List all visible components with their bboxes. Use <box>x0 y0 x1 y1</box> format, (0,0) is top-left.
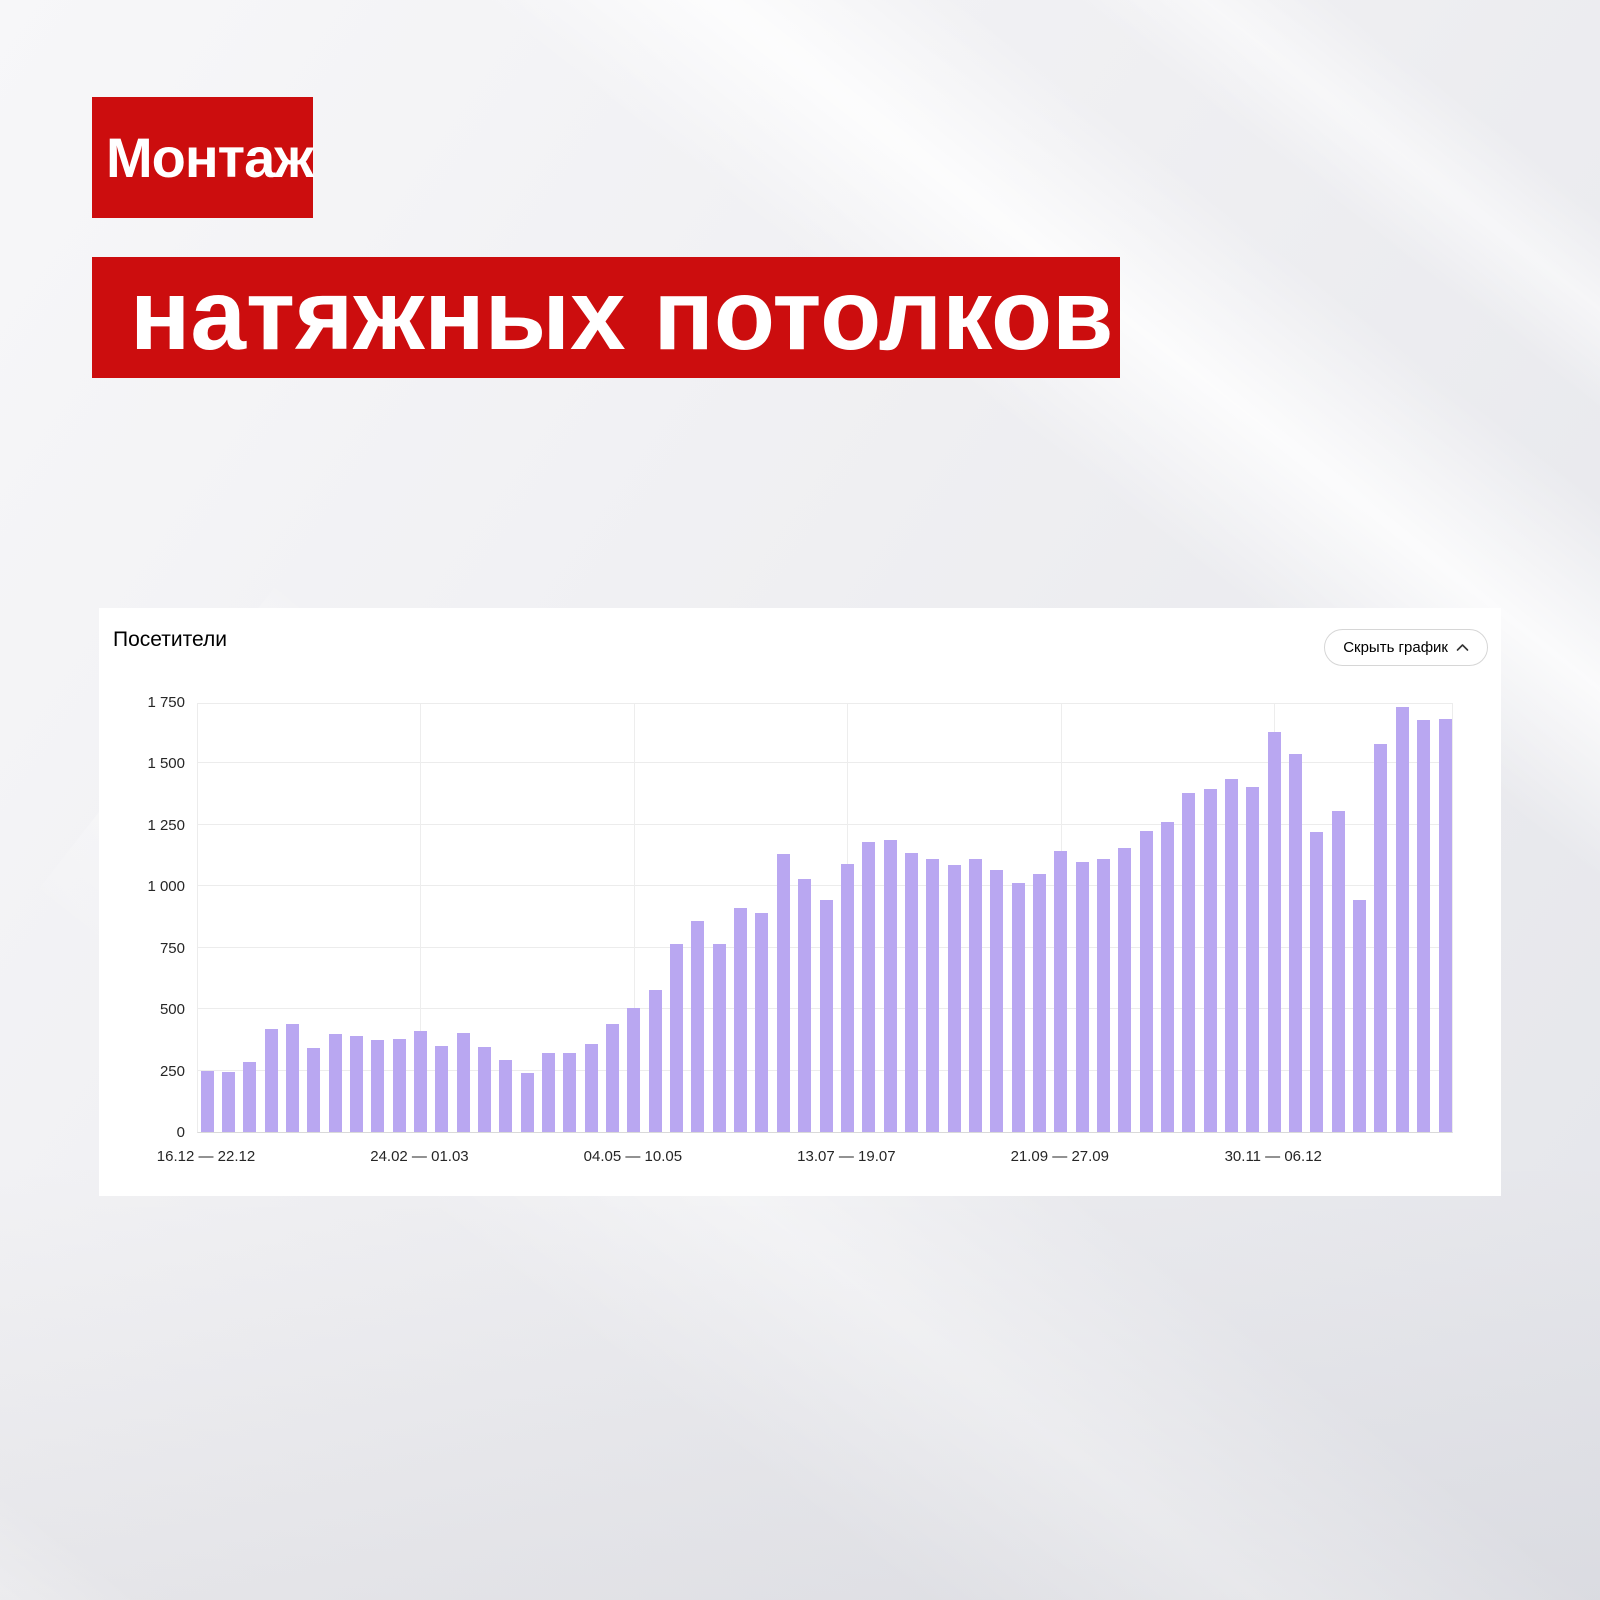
bar[interactable] <box>392 1038 406 1132</box>
y-tick-label: 1 000 <box>147 878 185 896</box>
bar[interactable] <box>1246 786 1260 1132</box>
plot-area <box>197 703 1453 1133</box>
gridline-horizontal <box>198 762 1452 764</box>
y-tick-label: 250 <box>159 1062 185 1080</box>
bar[interactable] <box>968 859 982 1132</box>
bar[interactable] <box>285 1023 299 1132</box>
headline-line2: натяжных потолков <box>92 257 1120 378</box>
bar[interactable] <box>627 1007 641 1132</box>
gridline-vertical <box>633 704 635 1132</box>
bar[interactable] <box>1225 779 1239 1132</box>
bar[interactable] <box>1331 811 1345 1132</box>
hide-chart-button[interactable]: Скрыть график <box>1324 629 1488 666</box>
bar[interactable] <box>563 1053 577 1132</box>
y-tick-label: 1 750 <box>147 694 185 711</box>
bar[interactable] <box>371 1039 385 1132</box>
bar[interactable] <box>1395 706 1409 1132</box>
bar[interactable] <box>435 1046 449 1132</box>
gridline-horizontal <box>198 885 1452 887</box>
bar[interactable] <box>606 1023 620 1132</box>
y-tick-label: 1 500 <box>147 755 185 773</box>
bar[interactable] <box>819 899 833 1132</box>
bar[interactable] <box>1182 792 1196 1132</box>
y-tick-label: 750 <box>159 939 185 957</box>
visitors-bar-chart: 0 250 500 750 1 000 1 250 1 500 1 750 16.12 — 2… <box>99 608 1501 1196</box>
bar[interactable] <box>1417 720 1431 1132</box>
bar[interactable] <box>499 1059 513 1132</box>
bar[interactable] <box>1289 753 1303 1132</box>
bar[interactable] <box>1353 899 1367 1132</box>
headline-line1-text: Монтаж <box>106 126 314 189</box>
x-tick-label: 16.12 — 22.12 <box>156 1148 256 1165</box>
bar[interactable] <box>456 1032 470 1132</box>
gridline-vertical <box>420 704 422 1132</box>
bar[interactable] <box>1032 874 1046 1132</box>
y-tick-label: 1 250 <box>147 816 185 834</box>
bar[interactable] <box>520 1073 534 1132</box>
bar[interactable] <box>947 865 961 1132</box>
bar[interactable] <box>307 1048 321 1132</box>
bar[interactable] <box>264 1028 278 1132</box>
chevron-up-icon <box>1456 644 1469 651</box>
x-tick-label: 30.11 — 06.12 <box>1224 1148 1322 1165</box>
bar[interactable] <box>1054 850 1068 1132</box>
y-axis: 0 250 500 750 1 000 1 250 1 500 1 750 <box>99 694 185 1141</box>
bar[interactable] <box>1096 859 1110 1132</box>
bar[interactable] <box>1374 743 1388 1132</box>
bar[interactable] <box>349 1036 363 1132</box>
bar[interactable] <box>328 1033 342 1132</box>
y-tick-label: 0 <box>176 1124 185 1141</box>
headline-line2-text: натяжных потолков <box>130 259 1114 371</box>
x-tick-label: 04.05 — 10.05 <box>583 1148 683 1165</box>
hide-chart-button-label: Скрыть график <box>1343 639 1448 656</box>
bar[interactable] <box>883 839 897 1132</box>
bar[interactable] <box>200 1070 214 1132</box>
bar[interactable] <box>477 1047 491 1132</box>
bar[interactable] <box>1310 832 1324 1132</box>
card-title: Посетители <box>113 628 227 651</box>
bar[interactable] <box>798 878 812 1132</box>
bar[interactable] <box>1438 719 1452 1132</box>
bar[interactable] <box>840 864 854 1132</box>
bar[interactable] <box>712 944 726 1132</box>
bar[interactable] <box>243 1061 257 1132</box>
bar[interactable] <box>1267 731 1281 1132</box>
x-tick-label: 21.09 — 27.09 <box>1010 1148 1109 1165</box>
headline-line1: Монтаж <box>92 97 314 218</box>
bar[interactable] <box>1011 882 1025 1132</box>
bar[interactable] <box>1118 848 1132 1132</box>
bar[interactable] <box>542 1053 556 1132</box>
x-tick-label: 13.07 — 19.07 <box>797 1148 896 1165</box>
x-tick-label: 24.02 — 01.03 <box>370 1148 469 1165</box>
bar[interactable] <box>990 870 1004 1132</box>
bar[interactable] <box>755 913 769 1132</box>
bar[interactable] <box>1075 861 1089 1132</box>
bar[interactable] <box>413 1031 427 1132</box>
bar[interactable] <box>904 853 918 1132</box>
x-axis: 16.12 — 22.12 24.02 — 01.03 04.05 — 10.05 1… <box>157 1142 1453 1166</box>
bar[interactable] <box>670 944 684 1132</box>
bar[interactable] <box>584 1043 598 1132</box>
gridline-horizontal <box>198 823 1452 825</box>
bar[interactable] <box>776 854 790 1132</box>
bar[interactable] <box>1139 831 1153 1132</box>
bar[interactable] <box>221 1071 235 1132</box>
bar[interactable] <box>734 908 748 1132</box>
bar[interactable] <box>926 859 940 1132</box>
visitors-card: Посетители Скрыть график 0 250 500 750 1 000… <box>99 608 1501 1196</box>
bar[interactable] <box>862 842 876 1132</box>
bar[interactable] <box>1161 822 1175 1132</box>
bar[interactable] <box>691 920 705 1132</box>
y-tick-label: 500 <box>159 1001 185 1019</box>
bar[interactable] <box>648 989 662 1132</box>
bar[interactable] <box>1203 789 1217 1132</box>
